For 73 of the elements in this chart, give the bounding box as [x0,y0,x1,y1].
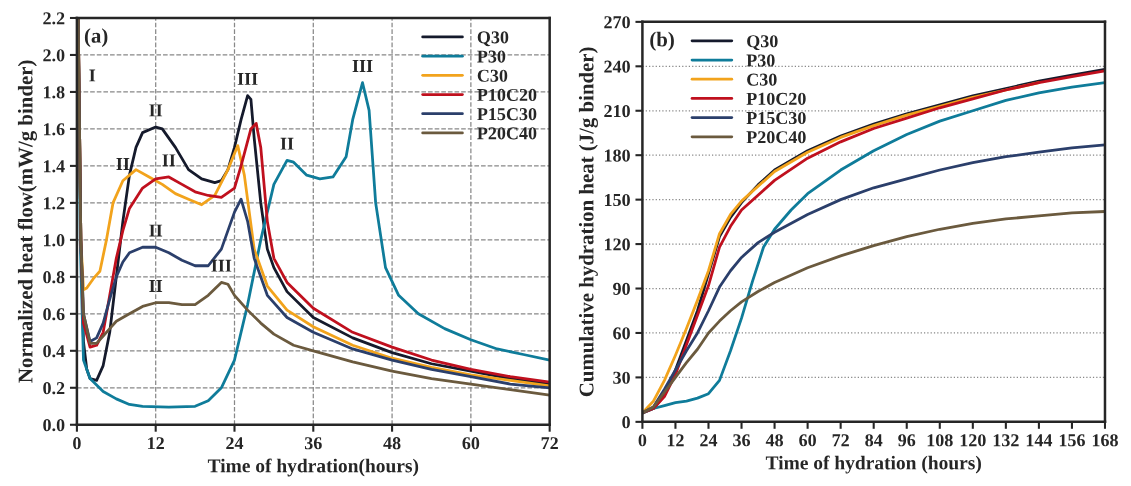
legend-label: P10C20 [746,92,806,105]
x-tick-label: 60 [462,437,480,450]
x-tick-label: 12 [148,437,164,450]
y-tick-label: 120 [604,238,630,251]
x-tick-label: 48 [383,437,401,450]
x-tick-label: 0 [638,434,647,447]
annotation: II [116,158,130,170]
legend-label: P30 [477,50,506,63]
x-tick-label: 36 [733,434,751,447]
y-tick-label: 0.4 [43,345,65,358]
y-tick-label: 0.6 [43,308,65,321]
y-axis-title: Normalized heat flow(mW/g binder) [17,60,37,383]
x-tick-label: 48 [765,434,783,447]
legend-label: Q30 [747,35,778,51]
y-tick-label: 1.6 [43,123,65,136]
x-tick-label: 72 [541,437,558,450]
y-tick-label: 1.0 [43,234,65,247]
y-tick-label: 2.2 [43,12,65,25]
annotation: II [149,280,163,292]
x-tick-label: 24 [700,434,718,447]
legend-label: P20C40 [477,127,537,140]
y-tick-label: 0.8 [43,271,65,284]
annotation: II [162,154,176,167]
y-axis-title: Cumulative hydration heat (J/g binder) [578,47,598,397]
legend-label: C30 [477,69,508,82]
x-tick-label: 12 [667,434,684,447]
y-tick-label: 150 [604,193,630,207]
y-tick-label: 1.8 [43,86,65,99]
x-tick-label: 120 [960,434,986,447]
x-tick-label: 72 [832,434,849,447]
x-tick-label: 132 [993,434,1019,447]
y-tick-label: 1.2 [43,197,65,210]
y-tick-label: 270 [604,16,630,29]
legend-label: P20C40 [746,131,806,144]
annotation: III [352,60,373,72]
annotation: III [237,73,258,85]
legend-label: P15C30 [746,111,806,125]
annotation: II [280,137,294,150]
y-tick-label: 60 [613,327,630,340]
annotation: II [149,104,163,117]
x-tick-label: 156 [1059,434,1085,447]
annotation: (b) [650,31,674,51]
annotation: I [89,69,96,82]
y-tick-label: 0.0 [43,419,65,432]
y-tick-label: 0 [622,416,630,429]
y-tick-label: 1.4 [43,160,65,173]
annotation: III [211,259,232,272]
y-tick-label: 2.0 [43,49,65,62]
x-tick-label: 60 [799,434,816,447]
x-tick-label: 144 [1026,434,1053,447]
x-tick-label: 168 [1092,434,1118,447]
legend-label: P15C30 [477,108,537,121]
legend-label: P30 [746,54,775,67]
y-tick-label: 0.2 [43,382,65,395]
x-axis-title: Time of hydration(hours) [207,458,419,477]
y-tick-label: 30 [613,371,630,384]
y-tick-label: 180 [604,149,630,162]
x-tick-label: 24 [226,437,244,450]
annotation: (a) [84,28,108,48]
x-tick-label: 36 [304,437,322,450]
x-tick-label: 108 [927,434,953,447]
y-tick-label: 90 [613,282,630,295]
y-tick-label: 240 [604,60,630,73]
x-tick-label: 0 [73,437,81,450]
legend-label: C30 [747,73,777,86]
legend-label: Q30 [477,31,509,47]
x-tick-label: 96 [898,434,916,447]
x-tick-label: 84 [865,434,883,447]
x-axis-title: Time of hydration (hours) [765,455,981,474]
legend-label: P10C20 [477,88,537,102]
annotation: II [149,224,163,237]
line-series [642,210,1105,415]
y-tick-label: 210 [604,105,630,118]
